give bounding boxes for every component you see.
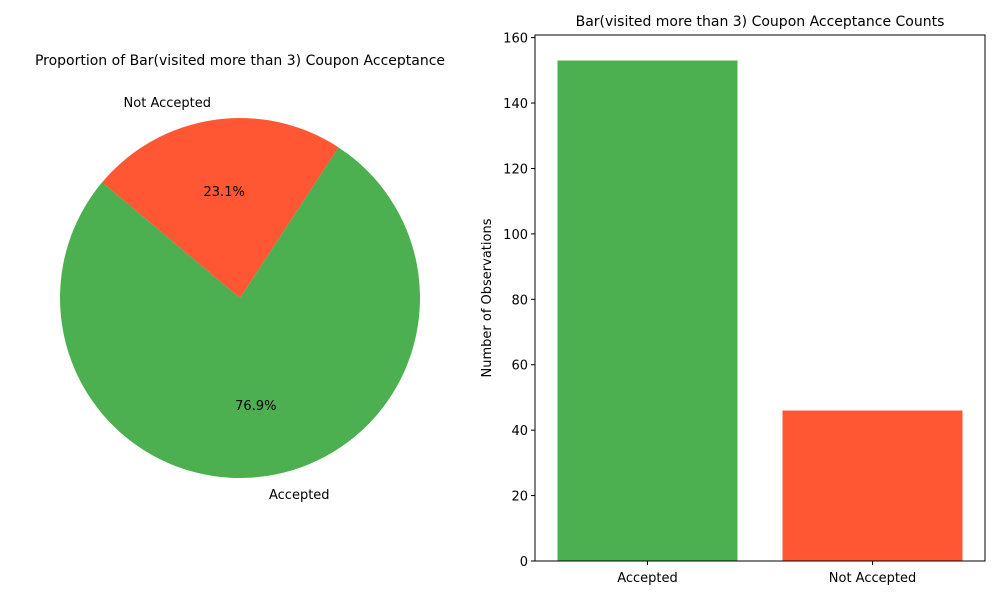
bar-axes [534, 34, 986, 562]
x-tick-label: Accepted [617, 571, 678, 586]
pie-slice-label: Accepted [269, 488, 330, 503]
y-tick-label: 60 [511, 359, 528, 374]
bar-title: Bar(visited more than 3) Coupon Acceptan… [576, 14, 945, 30]
y-tick-label: 100 [503, 228, 528, 243]
bar-ylabel: Number of Observations [480, 218, 495, 377]
pie-pct-label: 23.1% [204, 185, 245, 200]
y-tick-label: 160 [503, 32, 528, 47]
pie-labels: 76.9% Accepted 23.1% Not Accepted [124, 96, 330, 503]
pie-slice-label: Not Accepted [124, 96, 211, 111]
bar-chart: Bar(visited more than 3) Coupon Acceptan… [480, 14, 986, 586]
bar-not-accepted [782, 410, 963, 561]
bar-xticks: Accepted Not Accepted [617, 561, 916, 586]
pie-slice-not-accepted [102, 117, 339, 298]
y-tick-label: 120 [503, 162, 528, 177]
pie-slice-accepted [60, 147, 421, 478]
y-tick-label: 140 [503, 97, 528, 112]
pie-title: Proportion of Bar(visited more than 3) C… [35, 53, 445, 69]
pie-slices [60, 117, 421, 478]
y-tick-label: 0 [520, 555, 528, 570]
bar-yticks: 0 20 40 60 80 100 120 140 160 [503, 32, 535, 570]
pie-chart: Proportion of Bar(visited more than 3) C… [35, 53, 445, 503]
y-tick-label: 20 [511, 490, 528, 505]
y-tick-label: 40 [511, 424, 528, 439]
bar-accepted [557, 60, 738, 562]
x-tick-label: Not Accepted [829, 571, 916, 586]
bar-bars [557, 60, 963, 562]
pie-pct-label: 76.9% [235, 399, 276, 414]
y-tick-label: 80 [511, 293, 528, 308]
bar-axes-frame [534, 34, 986, 562]
